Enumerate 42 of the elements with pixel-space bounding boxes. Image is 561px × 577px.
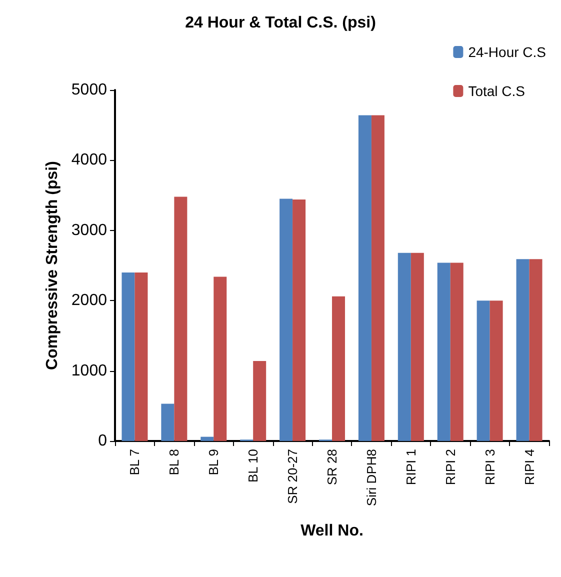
y-axis-title: Compressive Strength (psi) xyxy=(44,161,62,370)
bar xyxy=(476,300,490,441)
bar xyxy=(437,262,450,441)
y-tick-label: 1000 xyxy=(71,362,108,380)
bar xyxy=(516,259,530,441)
x-tick-label: RIPI 2 xyxy=(442,449,458,486)
bar xyxy=(200,436,214,441)
bar xyxy=(161,404,174,441)
bar xyxy=(253,360,266,441)
bar xyxy=(174,196,188,441)
x-tick-label: BL 10 xyxy=(246,449,261,482)
legend-label: Total C.S xyxy=(468,83,526,99)
bar xyxy=(371,115,384,441)
legend-label: 24-Hour C.S xyxy=(468,44,546,60)
x-tick-label: BL 9 xyxy=(206,449,222,476)
bar xyxy=(490,300,503,441)
bar xyxy=(122,272,135,441)
y-tick-label: 4000 xyxy=(71,152,108,169)
x-axis-title: Well No. xyxy=(300,522,364,540)
chart-title: 24 Hour & Total C.S. (psi) xyxy=(185,14,376,32)
bar xyxy=(529,259,542,441)
bar xyxy=(280,198,293,441)
x-tick-label: SR 28 xyxy=(324,449,340,486)
y-tick-label: 5000 xyxy=(71,82,108,98)
bar xyxy=(398,252,411,441)
y-tick-label: 3000 xyxy=(71,222,108,239)
bar xyxy=(292,200,306,441)
y-tick-label: 2000 xyxy=(71,292,108,310)
x-tick-label: BL 7 xyxy=(127,449,142,476)
x-tick-label: RIPI 3 xyxy=(482,449,498,486)
bar xyxy=(450,262,464,441)
x-tick-label: SR 20-27 xyxy=(285,449,300,504)
x-tick-label: BL 8 xyxy=(166,449,182,476)
x-tick-label: RIPI 4 xyxy=(522,449,537,486)
x-tick-label: RIPI 1 xyxy=(403,449,418,486)
x-tick-label: Siri DPH8 xyxy=(364,449,379,506)
bar xyxy=(134,272,148,441)
bar xyxy=(332,296,345,441)
bar xyxy=(214,276,227,441)
y-tick-label: 0 xyxy=(98,432,108,450)
bar xyxy=(410,252,424,441)
bar xyxy=(358,115,372,441)
